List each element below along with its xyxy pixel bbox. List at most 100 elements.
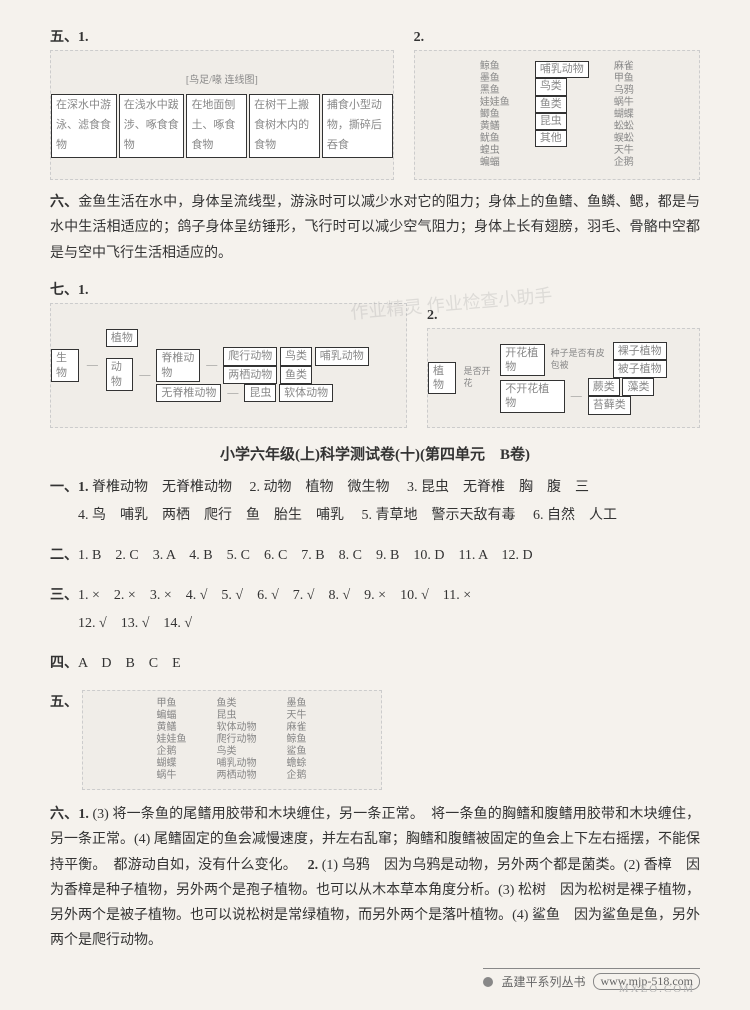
- box-5: 捕食小型动物，撕碎后吞食: [322, 94, 393, 157]
- i: 10. √: [400, 588, 429, 603]
- i: 两栖动物: [217, 770, 257, 782]
- section-6: 六、金鱼生活在水中，身体呈流线型，游泳时可以减少水对它的阻力；身体上的鱼鳍、鱼鳞…: [50, 190, 700, 266]
- a3-label: 三、: [50, 588, 78, 603]
- root: 生物: [51, 349, 79, 382]
- diagram-a5: 甲鱼 蝙蝠 黄鳝 娃娃鱼 企鹅 蝴蝶 蜗牛 鱼类 昆虫 软体动物 爬行动物 鸟类…: [82, 690, 382, 790]
- i: 企鹅: [614, 157, 634, 169]
- footer-dot-icon: [483, 977, 493, 987]
- a1-i0: 脊椎动物 无脊椎动物: [92, 480, 232, 495]
- i: 1. ×: [78, 588, 100, 603]
- footer-series: 孟建平系列丛书: [501, 973, 585, 990]
- n: 哺乳动物: [315, 347, 369, 365]
- a1-i1: 2. 动物 植物 微生物: [250, 480, 390, 495]
- i: 3. ×: [150, 588, 172, 603]
- n: 昆虫: [244, 384, 276, 402]
- ann: 是否开花: [464, 366, 493, 389]
- i: 14. √: [163, 616, 192, 631]
- i: 蝙蝠: [157, 710, 187, 722]
- i: 乌鸦: [614, 85, 634, 97]
- i: 蝴蝶: [614, 109, 634, 121]
- i: 蝙蝠: [480, 157, 510, 169]
- a6-label: 六、1.: [50, 807, 89, 822]
- i: 蟾蜍: [287, 758, 307, 770]
- answer-1: 一、1. 脊椎动物 无脊椎动物 2. 动物 植物 微生物 3. 昆虫 无脊椎 胸…: [50, 474, 700, 530]
- n: 苔藓类: [588, 396, 631, 414]
- watermark-bottom: MXEO.COM: [619, 983, 695, 995]
- i: 黑鱼: [480, 85, 510, 97]
- i: 鱼类: [217, 698, 257, 710]
- i: 哺乳动物: [535, 61, 589, 78]
- i: 蜗牛: [157, 770, 187, 782]
- i: 7. B: [301, 548, 324, 563]
- a1-i2: 3. 昆虫 无脊椎 胸 腹 三: [407, 480, 589, 495]
- i: 7. √: [293, 588, 315, 603]
- i: 甲鱼: [614, 73, 634, 85]
- n: 无脊椎动物: [156, 384, 221, 402]
- i: 鲨鱼: [287, 746, 307, 758]
- i: 蜈蚣: [614, 133, 634, 145]
- a1-label: 一、1.: [50, 480, 89, 495]
- n: 两栖动物: [223, 366, 277, 384]
- i: 11. A: [458, 548, 487, 563]
- root: 植物: [428, 362, 456, 395]
- col-m: 鱼类 昆虫 软体动物 爬行动物 鸟类 哺乳动物 两栖动物: [217, 698, 257, 782]
- answer-4: 四、A D B C E: [50, 650, 700, 678]
- i: 昆虫: [217, 710, 257, 722]
- i: 其他: [535, 130, 567, 147]
- i: 企鹅: [287, 770, 307, 782]
- i: 2. ×: [114, 588, 136, 603]
- i: 蝗虫: [480, 145, 510, 157]
- n: 不开花植物: [500, 380, 564, 413]
- a1-i3: 4. 鸟 哺乳 两栖 爬行 鱼 胎生 哺乳: [50, 508, 344, 523]
- i: 4. √: [186, 588, 208, 603]
- i: 8. C: [339, 548, 362, 563]
- a4-label: 四、: [50, 656, 78, 671]
- a5-label: 五、: [50, 695, 78, 710]
- n: 软体动物: [279, 384, 333, 402]
- answer-3: 三、1. × 2. × 3. × 4. √ 5. √ 6. √ 7. √ 8. …: [50, 582, 700, 638]
- box-4: 在树干上搬食树木内的食物: [249, 94, 320, 157]
- col-right: 麻雀 甲鱼 乌鸦 蜗牛 蝴蝶 蚣蚣 蜈蚣 天牛 企鹅: [614, 61, 634, 169]
- diagram-7-2: 植物 是否开花 开花植物 种子是否有皮包被 裸子植物 被子植物 不开花植: [427, 328, 700, 428]
- n: 开花植物: [500, 344, 544, 377]
- answer-2: 二、1. B 2. C 3. A 4. B 5. C 6. C 7. B 8. …: [50, 542, 700, 570]
- i: 2. C: [115, 548, 138, 563]
- n: 爬行动物: [223, 347, 277, 365]
- i: 5. √: [221, 588, 243, 603]
- ann: 种子是否有皮包被: [551, 348, 607, 371]
- i: 娃娃鱼: [157, 734, 187, 746]
- test-title: 小学六年级(上)科学测试卷(十)(第四单元 B卷): [50, 443, 700, 464]
- a2-label: 二、: [50, 548, 78, 563]
- sec7-label: 七、1.: [50, 283, 89, 298]
- i: 黄鳝: [480, 121, 510, 133]
- i: 11. ×: [443, 588, 471, 603]
- i: 天牛: [287, 710, 307, 722]
- answer-6: 六、1. (3) 将一条鱼的尾鳍用胶带和木块缠住，另一条正常。 将一条鱼的胸鳍和…: [50, 802, 700, 953]
- i: 麻雀: [287, 722, 307, 734]
- i: 10. D: [413, 548, 444, 563]
- i: 9. B: [376, 548, 399, 563]
- i: 鸟类: [535, 78, 567, 95]
- i: 鲸鱼: [287, 734, 307, 746]
- n: 鱼类: [280, 366, 312, 384]
- i: 12. √: [50, 616, 107, 631]
- n: 动物: [106, 358, 133, 391]
- a1-i4: 5. 青草地 警示天敌有毒: [362, 508, 516, 523]
- i: 天牛: [614, 145, 634, 157]
- i: 12. D: [502, 548, 533, 563]
- i: 墨鱼: [480, 73, 510, 85]
- i: 鲸鱼: [480, 61, 510, 73]
- i: 爬行动物: [217, 734, 257, 746]
- sec6-text: 金鱼生活在水中，身体呈流线型，游泳时可以减少水对它的阻力；身体上的鱼鳍、鱼鳞、鳃…: [50, 195, 700, 260]
- n: 被子植物: [613, 360, 667, 378]
- a1-i5: 6. 自然 人工: [533, 508, 617, 523]
- i: 企鹅: [157, 746, 187, 758]
- i: 哺乳动物: [217, 758, 257, 770]
- i: 9. ×: [364, 588, 386, 603]
- sec6-label: 六、: [50, 195, 78, 210]
- i: 娃娃鱼: [480, 97, 510, 109]
- i: 1. B: [78, 548, 101, 563]
- box-3: 在地面刨土、啄食食物: [186, 94, 247, 157]
- sec5-label2: 2.: [414, 30, 425, 45]
- i: 墨鱼: [287, 698, 307, 710]
